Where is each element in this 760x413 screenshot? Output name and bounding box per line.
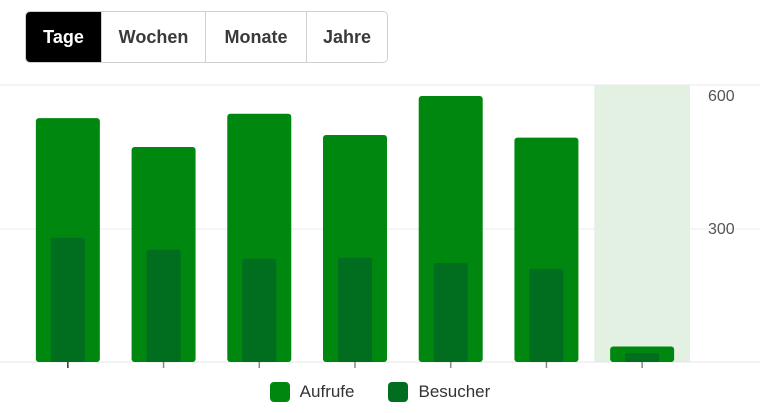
bar-besucher [242,258,277,362]
bar-besucher [625,353,660,362]
legend-item-besucher[interactable]: Besucher [388,382,490,402]
y-tick-label: 600 [708,88,735,105]
bar-besucher [433,263,468,362]
legend-swatch-aufrufe [269,382,290,402]
tab-tage[interactable]: Tage [26,12,102,62]
legend-label-aufrufe: Aufrufe [299,382,355,401]
legend-item-aufrufe[interactable]: Aufrufe [269,382,355,402]
bar-chart: 300 600 [0,84,760,368]
tab-wochen[interactable]: Wochen [102,12,206,62]
legend-swatch-besucher [388,382,409,402]
bar-besucher [529,268,564,362]
chart-legend: Aufrufe Besucher [0,382,760,402]
legend-label-besucher: Besucher [418,382,491,401]
tab-monate[interactable]: Monate [206,12,307,62]
period-selector: Tage Wochen Monate Jahre [25,11,388,63]
tab-jahre[interactable]: Jahre [307,12,387,62]
bar-besucher [146,249,181,362]
y-tick-label: 300 [708,221,735,238]
bar-besucher [50,237,85,362]
highlight-column [594,85,690,362]
bar-besucher [338,257,372,362]
